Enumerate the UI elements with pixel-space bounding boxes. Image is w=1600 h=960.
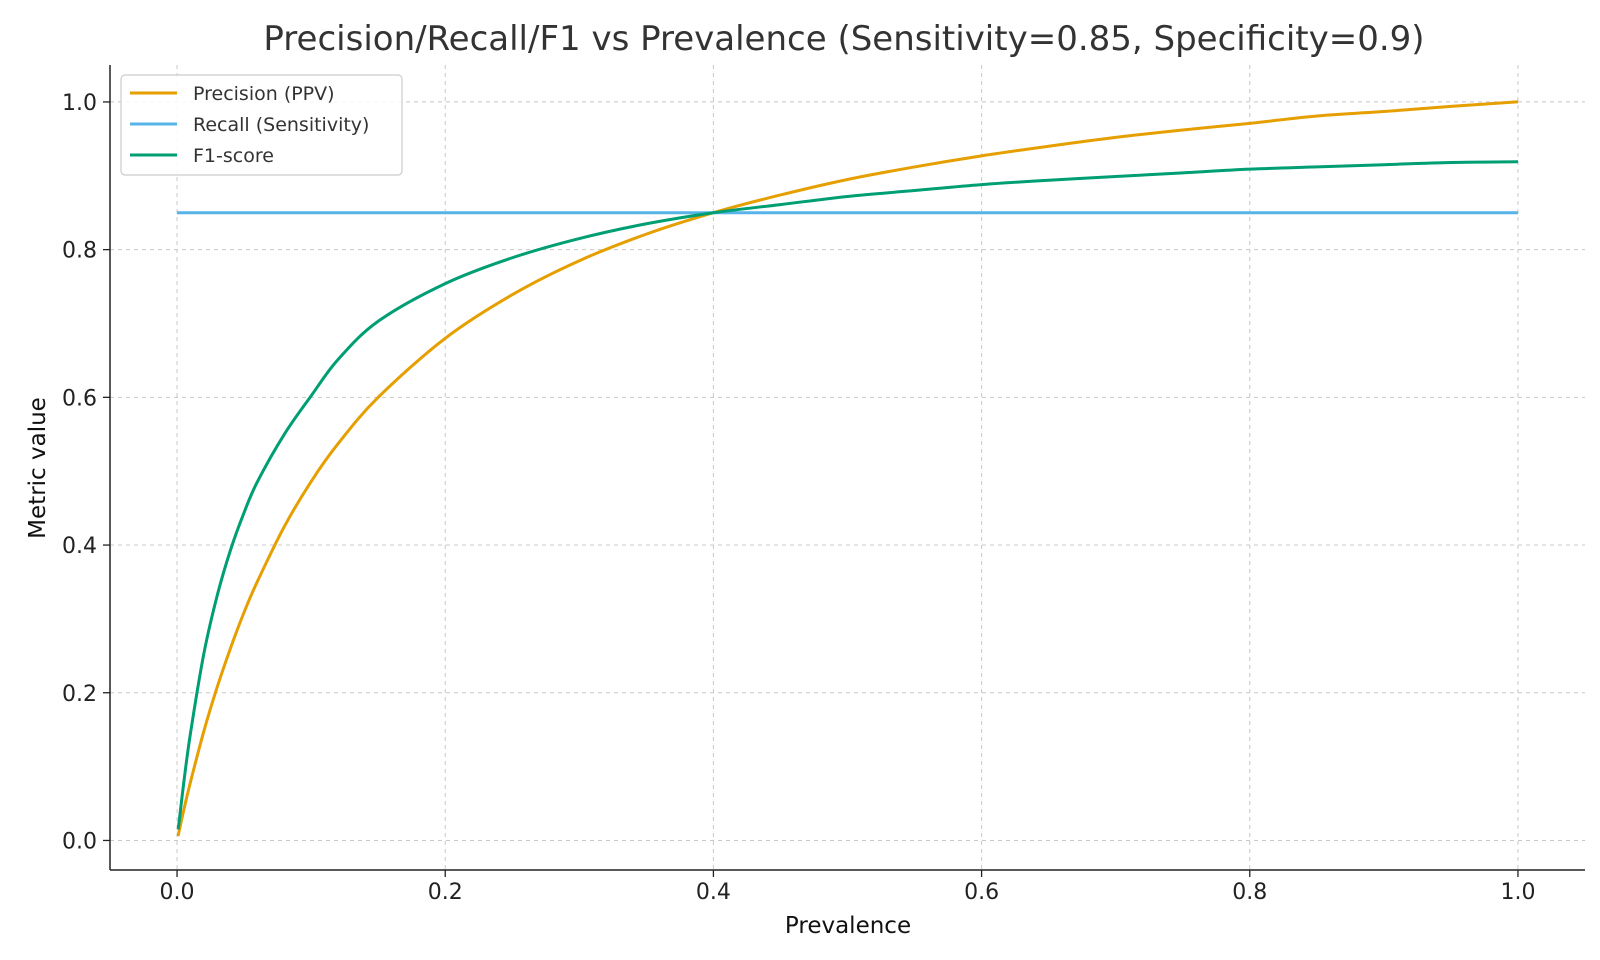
y-tick-label: 0.4 [62,534,97,559]
y-tick-label: 1.0 [62,91,97,116]
x-tick-label: 1.0 [1500,880,1535,905]
legend-item-recall-label: Recall (Sensitivity) [193,114,369,136]
x-tick-label: 0.0 [160,880,195,905]
legend: Precision (PPV) Recall (Sensitivity) F1-sc… [120,74,403,176]
y-ticks: 0.0 0.2 0.4 0.6 0.8 1.0 [62,91,110,854]
axes [109,65,1585,871]
chart-title: Precision/Recall/F1 vs Prevalence (Sensi… [263,19,1424,59]
y-axis-label: Metric value [25,397,51,539]
legend-item-f1-score-label: F1-score [193,145,274,167]
y-tick-label: 0.8 [62,239,97,264]
x-tick-label: 0.6 [964,880,999,905]
legend-box [120,74,403,176]
x-tick-label: 0.2 [428,880,463,905]
y-tick-label: 0.6 [62,386,97,411]
series-lines [176,100,1519,837]
x-tick-label: 0.8 [1232,880,1267,905]
f1-score-line [176,160,1519,830]
x-axis-label: Prevalence [785,913,911,939]
x-ticks: 0.0 0.2 0.4 0.6 0.8 1.0 [160,870,1535,905]
precision-line [176,100,1519,837]
legend-items: Precision (PPV) Recall (Sensitivity) F1-sc… [130,83,369,167]
gridlines [110,65,1585,870]
y-tick-label: 0.2 [62,682,97,707]
legend-item-precision-label: Precision (PPV) [193,83,335,105]
y-tick-label: 0.0 [62,829,97,854]
x-tick-label: 0.4 [696,880,731,905]
